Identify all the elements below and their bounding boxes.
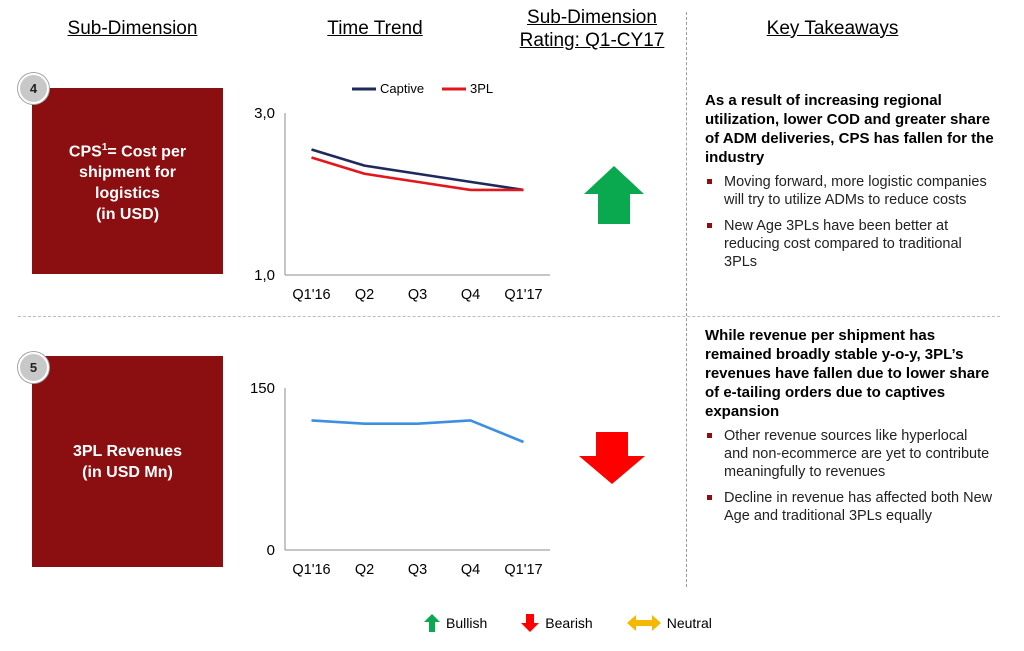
legend-label-bearish: Bearish xyxy=(545,615,593,631)
header-key-takeaways: Key Takeaways xyxy=(766,18,899,39)
bearish-arrow-icon xyxy=(579,432,645,484)
bullish-arrow-icon xyxy=(584,166,644,224)
takeaway-lead: As a result of increasing regional utili… xyxy=(705,92,994,166)
legend-entry: 3PL xyxy=(470,81,493,96)
y-tick-label: 150 xyxy=(250,380,275,397)
column-divider xyxy=(686,12,687,587)
takeaway-bullets: Moving forward, more logistic companies … xyxy=(705,173,995,271)
bearish-arrow-shape xyxy=(579,432,645,484)
takeaway-3pl-revenues: While revenue per shipment has remained … xyxy=(705,326,995,533)
x-tick-label: Q1'16 xyxy=(292,562,330,578)
x-tick-label: Q4 xyxy=(461,562,480,578)
takeaway-lead: While revenue per shipment has remained … xyxy=(705,327,990,420)
bearish-icon xyxy=(521,614,540,632)
neutral-icon xyxy=(626,615,661,631)
bullish-arrow-shape xyxy=(584,166,644,224)
y-tick-label: 0 xyxy=(267,542,275,559)
dimension-box-3pl-revenues: 3PL Revenues (in USD Mn) xyxy=(32,356,223,567)
legend-item-bearish: Bearish xyxy=(521,614,593,632)
header-sub-dimension: Sub-Dimension xyxy=(67,18,198,39)
x-tick-label: Q3 xyxy=(408,562,427,578)
header-time-trend: Time Trend xyxy=(327,18,423,39)
x-tick-label: Q2 xyxy=(355,562,374,578)
header-rating-line1: Sub-Dimension xyxy=(527,7,657,28)
x-tick-label: Q1'17 xyxy=(504,562,542,578)
legend-item-bullish: Bullish xyxy=(424,614,487,632)
dimension-box-cps: CPS1= Cost per shipment for logistics (i… xyxy=(32,88,223,274)
x-tick-label: Q1'16 xyxy=(292,287,330,303)
row-number-badge: 4 xyxy=(18,73,49,104)
series-line xyxy=(311,419,524,444)
x-tick-label: Q3 xyxy=(408,287,427,303)
takeaway-bullet: Other revenue sources like hyperlocal an… xyxy=(705,427,995,481)
dimension-label-3pl-revenues: 3PL Revenues (in USD Mn) xyxy=(72,442,183,481)
series-line xyxy=(311,148,524,192)
dimension-label-cps: CPS1= Cost per shipment for logistics (i… xyxy=(68,141,187,224)
y-tick-label: 3,0 xyxy=(254,105,275,122)
series-line xyxy=(311,156,524,192)
3pl-revenue-line-chart: 0 150 Q1'16 Q2 Q3 Q4 Q1'17 xyxy=(250,380,550,578)
y-tick-label: 1,0 xyxy=(254,267,275,284)
legend-item-neutral: Neutral xyxy=(626,615,712,631)
legend-label-neutral: Neutral xyxy=(666,615,712,631)
takeaway-bullets: Other revenue sources like hyperlocal an… xyxy=(705,427,995,525)
takeaway-cps: As a result of increasing regional utili… xyxy=(705,91,995,279)
x-tick-label: Q4 xyxy=(461,287,480,303)
x-tick-label: Q2 xyxy=(355,287,374,303)
header-rating: Sub-Dimension Rating: Q1-CY17 xyxy=(498,6,686,52)
cps-line-chart: 1,0 3,0 Q1'16 Q2 Q3 Q4 Q1'17 Captive 3PL xyxy=(254,81,550,303)
legend-entry: Captive xyxy=(380,81,424,96)
rating-legend: Bullish Bearish Neutral xyxy=(424,614,746,632)
x-tick-label: Q1'17 xyxy=(504,287,542,303)
legend-label-bullish: Bullish xyxy=(446,615,488,631)
row-number-badge: 5 xyxy=(18,352,49,383)
header-rating-line2: Rating: Q1-CY17 xyxy=(519,30,665,51)
bullish-icon xyxy=(424,614,440,632)
takeaway-bullet: New Age 3PLs have been better at reducin… xyxy=(705,217,995,271)
row-divider xyxy=(18,316,1000,317)
takeaway-bullet: Decline in revenue has affected both New… xyxy=(705,489,995,525)
takeaway-bullet: Moving forward, more logistic companies … xyxy=(705,173,995,209)
